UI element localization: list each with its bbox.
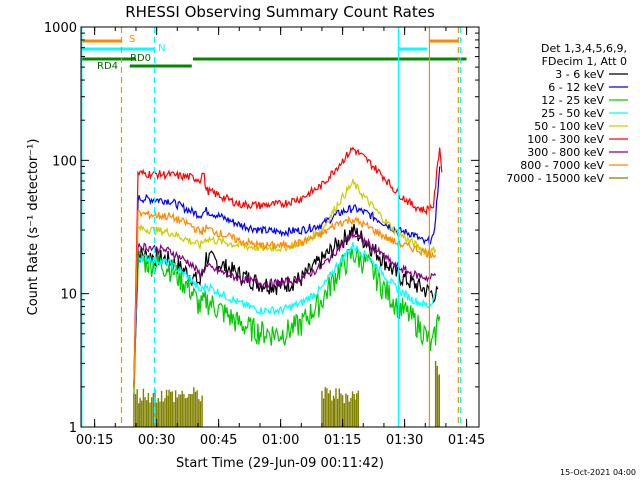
legend-header-line-2: FDecim 1, Att 0 bbox=[542, 55, 627, 68]
flag-label-n: N bbox=[158, 43, 165, 54]
y-tick-label: 1000 bbox=[44, 21, 77, 36]
marker-layer bbox=[81, 27, 462, 427]
legend-label-0: 3 - 6 keV bbox=[555, 68, 604, 81]
legend-header-line-1: Det 1,3,4,5,6,9, bbox=[541, 42, 627, 55]
flag-label-rd0: RD0 bbox=[130, 53, 151, 64]
series-line-2 bbox=[133, 247, 441, 399]
legend-label-5: 100 - 300 keV bbox=[527, 133, 604, 146]
x-tick-label: 01:00 bbox=[262, 433, 299, 448]
series-layer bbox=[133, 146, 443, 427]
legend-label-6: 300 - 800 keV bbox=[527, 146, 604, 159]
flag-label-s: S bbox=[129, 34, 135, 45]
series-line-7000-15000-bars bbox=[133, 360, 441, 427]
legend-label-4: 50 - 100 keV bbox=[534, 120, 604, 133]
x-tick-label: 00:30 bbox=[138, 433, 175, 448]
y-tick-label: 1 bbox=[69, 421, 77, 436]
x-tick-label: 01:15 bbox=[324, 433, 361, 448]
y-tick-label: 10 bbox=[60, 288, 77, 303]
series-line-7 bbox=[133, 209, 437, 391]
chart-title: RHESSI Observing Summary Count Rates bbox=[125, 3, 435, 21]
legend-label-8: 7000 - 15000 keV bbox=[506, 172, 604, 185]
plot-frame bbox=[80, 26, 480, 428]
series-line-3 bbox=[133, 242, 436, 387]
legend-label-3: 25 - 50 keV bbox=[541, 107, 604, 120]
legend-label-1: 6 - 12 keV bbox=[548, 81, 604, 94]
legend-label-2: 12 - 25 keV bbox=[541, 94, 604, 107]
x-axis-label: Start Time (29-Jun-09 00:11:42) bbox=[176, 456, 384, 471]
y-tick-label: 100 bbox=[52, 154, 77, 169]
series-line-6 bbox=[133, 231, 437, 388]
x-tick-label: 01:45 bbox=[448, 433, 485, 448]
timestamp: 15-Oct-2021 04:00 bbox=[560, 468, 636, 477]
y-axis-label: Count Rate (s⁻¹ detector⁻¹) bbox=[26, 139, 41, 316]
y-axis: 1 10 100 1000 bbox=[44, 21, 479, 436]
legend: Det 1,3,4,5,6,9, FDecim 1, Att 0 3 - 6 k… bbox=[506, 42, 628, 185]
series-line-1 bbox=[133, 166, 441, 384]
x-axis: 00:15 00:30 00:45 01:00 01:15 01:30 01:45 bbox=[76, 27, 485, 448]
series-line-5 bbox=[133, 146, 443, 390]
legend-label-7: 800 - 7000 keV bbox=[520, 159, 604, 172]
x-tick-label: 01:30 bbox=[386, 433, 423, 448]
flag-label-rd4: RD4 bbox=[97, 61, 118, 72]
flag-layer: S N RD0 RD4 bbox=[81, 34, 467, 72]
x-tick-label: 00:45 bbox=[200, 433, 237, 448]
x-tick-label: 00:15 bbox=[76, 433, 113, 448]
